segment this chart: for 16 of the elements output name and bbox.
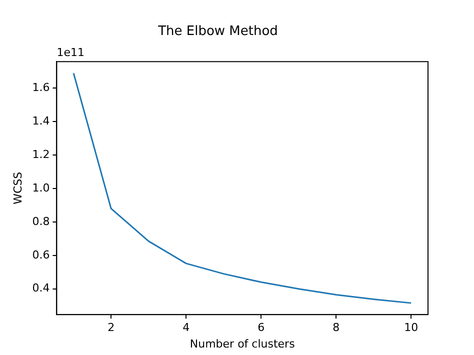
y-tick-label: 0.8 [32,214,50,228]
x-tick-label: 2 [108,321,115,334]
x-axis-title: Number of clusters [190,337,296,350]
y-tick-label: 1.6 [32,81,50,94]
y-tick-label: 1.4 [32,114,50,128]
chart-title: The Elbow Method [157,24,278,40]
x-tick-label: 4 [182,321,190,334]
y-tick-label: 1.0 [32,181,50,194]
x-tick-label: 6 [258,321,265,334]
y-tick-label: 1.2 [32,148,50,161]
y-tick-label: 0.6 [32,248,50,262]
x-tick-label: 8 [332,321,340,334]
text: 1e11 [56,46,84,59]
y-tick-label: 0.4 [32,282,50,295]
y-axis-title: WCSS [11,172,24,204]
x-tick-label: 10 [404,321,418,334]
